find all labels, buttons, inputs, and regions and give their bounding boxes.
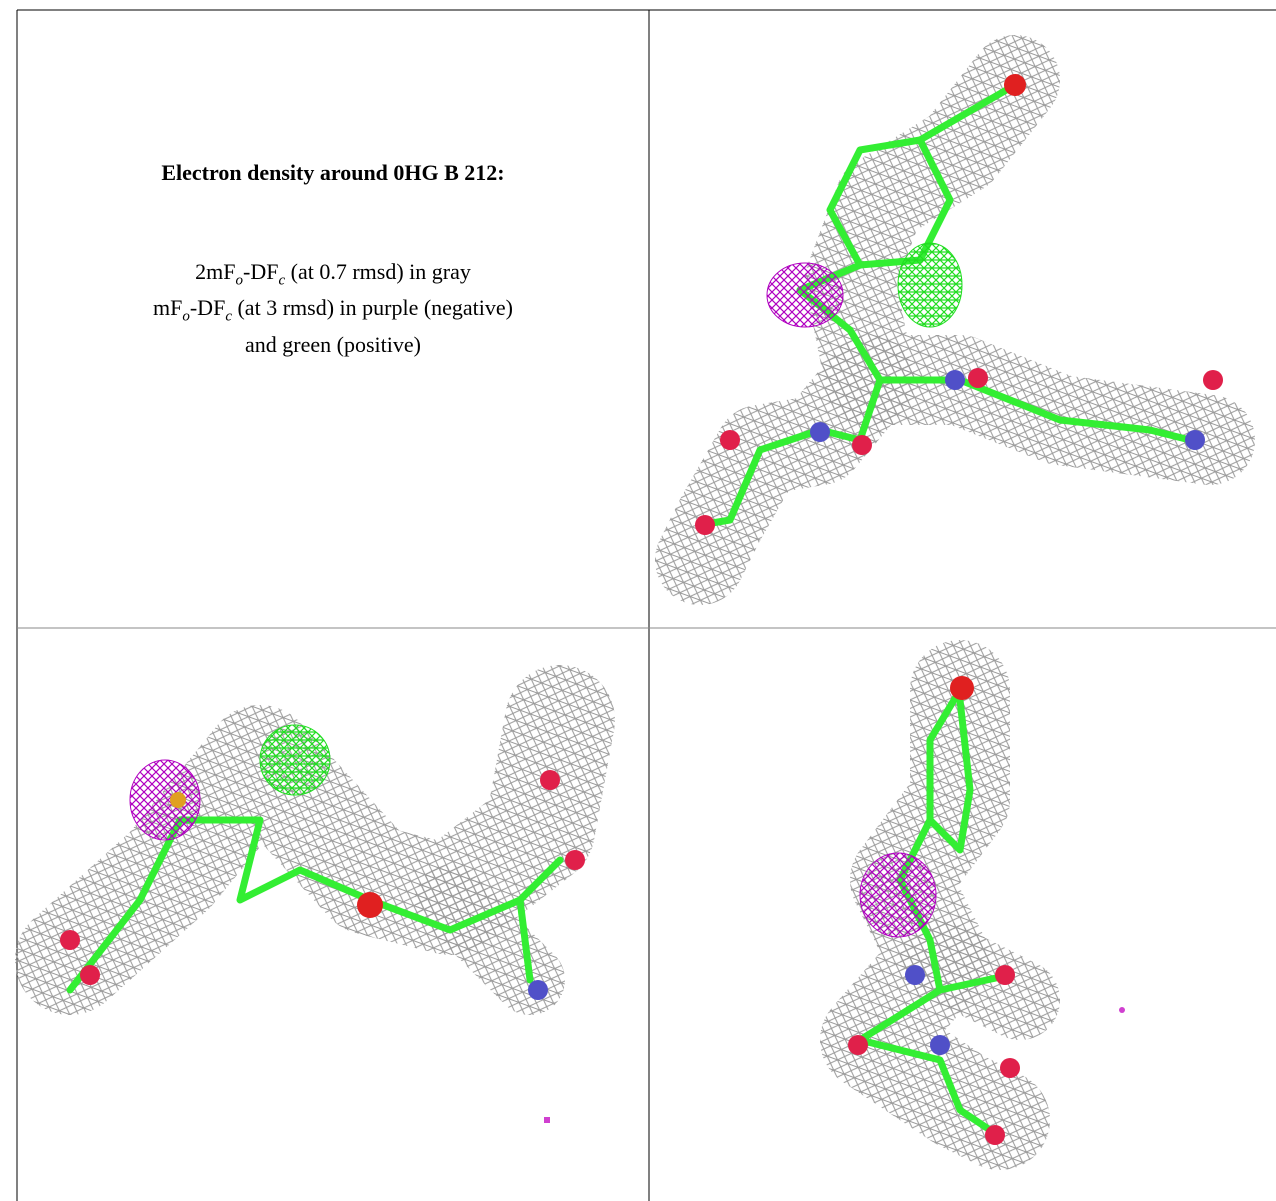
caption-line: mFo-DFc (at 3 rmsd) in purple (negative) [18, 294, 648, 330]
text: 2mF [195, 259, 236, 284]
table-borders [16, 9, 1276, 1201]
text: mF [153, 295, 183, 321]
density-view-1 [655, 35, 1255, 605]
caption-title: Electron density around 0HG B 212: [161, 160, 505, 185]
subscript: c [225, 308, 232, 325]
density-view-2 [15, 665, 615, 1123]
text: -DF [189, 295, 226, 321]
text: -DF [243, 259, 279, 284]
density-view-3 [820, 640, 1125, 1170]
subscript: o [182, 308, 190, 325]
caption-line: 2mFo-DFc (at 0.7 rmsd) in gray [18, 258, 648, 294]
caption: Electron density around 0HG B 212: 2mFo-… [18, 160, 648, 359]
text: (at 0.7 rmsd) in gray [285, 259, 471, 284]
text: and green (positive) [245, 331, 421, 357]
subscript: c [278, 272, 286, 289]
caption-line: and green (positive) [18, 331, 648, 359]
text: (at 3 rmsd) in purple (negative) [231, 295, 513, 321]
subscript: o [235, 272, 244, 289]
